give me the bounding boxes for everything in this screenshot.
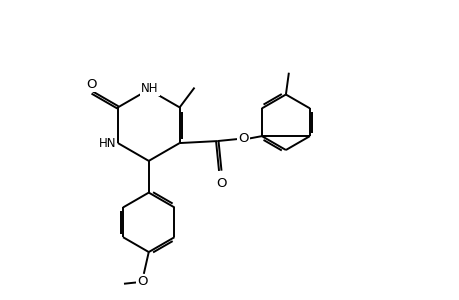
- Text: O: O: [216, 177, 226, 190]
- Text: NH: NH: [141, 82, 158, 95]
- Text: O: O: [86, 78, 96, 91]
- Text: O: O: [137, 275, 148, 288]
- Text: O: O: [238, 132, 248, 145]
- Text: HN: HN: [98, 136, 116, 150]
